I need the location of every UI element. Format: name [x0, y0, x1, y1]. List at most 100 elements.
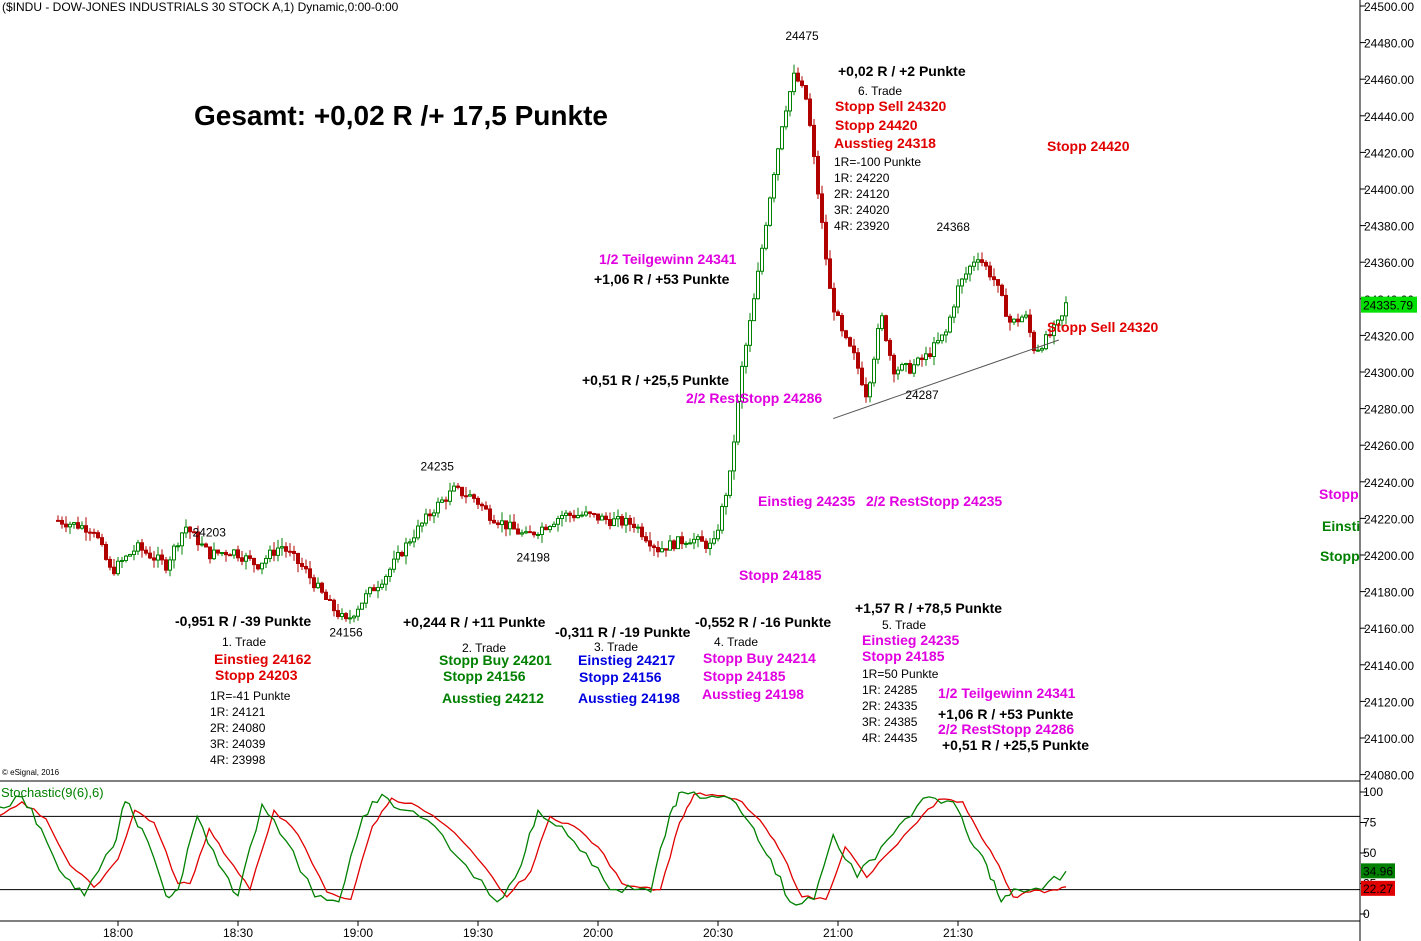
candle-body: [600, 515, 604, 521]
price-label: 24368: [937, 220, 971, 234]
candle-body: [652, 545, 656, 548]
candle-body: [1004, 294, 1008, 317]
candle-body: [396, 552, 400, 560]
annotation-text: Stopp 24185: [862, 648, 945, 664]
candle-body: [508, 521, 512, 530]
candle-body: [124, 555, 128, 561]
annotation-text: Ausstieg 24198: [702, 686, 804, 702]
candle-body: [992, 276, 996, 281]
candle-body: [224, 552, 228, 556]
candle-body: [764, 224, 768, 249]
candle-body: [832, 287, 836, 313]
annotation-text: +0,51 R / +25,5 Punkte: [942, 737, 1089, 753]
y-tick-label: 24380.00: [1364, 220, 1414, 234]
candle-body: [196, 531, 200, 546]
candle-body: [952, 306, 956, 318]
annotation-text: 1R=50 Punkte: [862, 667, 939, 681]
x-tick-label: 21:30: [943, 926, 973, 940]
candle-body: [864, 384, 868, 398]
candle-body: [660, 548, 664, 553]
price-label: 24156: [329, 625, 363, 639]
candle-body: [320, 582, 324, 593]
candle-body: [752, 298, 756, 322]
annotation-text: Einstieg 24162: [214, 651, 311, 667]
candle-body: [588, 511, 592, 514]
candle-body: [452, 485, 456, 492]
candle-body: [1032, 331, 1036, 352]
candle-body: [556, 518, 560, 525]
candle-body: [1024, 314, 1028, 318]
annotation-text: 2/2 RestStopp 24286: [686, 390, 822, 406]
candle-body: [932, 342, 936, 358]
annotation-text: 4. Trade: [714, 635, 758, 649]
candle-body: [348, 617, 352, 620]
candle-body: [184, 526, 188, 534]
candle-body: [592, 512, 596, 515]
annotation-text: 4R: 23920: [834, 219, 890, 233]
candle-body: [564, 512, 568, 516]
candle-body: [852, 345, 856, 354]
candle-body: [612, 518, 616, 527]
candle-body: [300, 563, 304, 567]
stoch-d-value: 22.27: [1363, 882, 1393, 896]
price-label: 24203: [193, 525, 227, 539]
candle-body: [724, 494, 728, 508]
candle-body: [756, 270, 760, 300]
candle-body: [628, 517, 632, 525]
candle-body: [720, 506, 724, 531]
candle-body: [796, 72, 800, 82]
candle-body: [200, 543, 204, 546]
candle-body: [1048, 334, 1052, 337]
candle-body: [1016, 318, 1020, 323]
candle-body: [908, 363, 912, 374]
candle-body: [984, 261, 988, 267]
candle-body: [476, 497, 480, 505]
y-tick-label: 24260.00: [1364, 439, 1414, 453]
candle-body: [548, 525, 552, 531]
candle-body: [256, 564, 260, 570]
candle-body: [64, 523, 68, 528]
candle-body: [284, 546, 288, 552]
candle-body: [244, 555, 248, 562]
candle-body: [896, 369, 900, 375]
candle-body: [220, 552, 224, 555]
candle-body: [736, 400, 740, 443]
candle-body: [68, 523, 72, 528]
candle-body: [112, 566, 116, 575]
candle-body: [148, 552, 152, 559]
candle-body: [408, 541, 412, 544]
candle-body: [444, 499, 448, 502]
annotation-text: Stopp 24156: [443, 668, 526, 684]
candle-body: [664, 548, 668, 551]
candle-body: [1008, 315, 1012, 323]
candle-body: [260, 562, 264, 570]
candle-body: [540, 526, 544, 536]
price-label: 24475: [785, 29, 819, 43]
annotation-text: +1,06 R / +53 Punkte: [594, 271, 730, 287]
candle-body: [76, 522, 80, 529]
candle-body: [116, 560, 120, 575]
annotation-text: 2R: 24120: [834, 187, 890, 201]
candle-body: [356, 608, 360, 617]
candle-body: [156, 554, 160, 561]
candle-body: [964, 273, 968, 280]
candle-body: [204, 543, 208, 548]
annotation-text: Einsti: [1322, 518, 1360, 534]
candle-body: [276, 547, 280, 556]
annotation-text: Ausstieg 24198: [578, 690, 680, 706]
annotation-text: Stopp Buy 24201: [439, 652, 552, 668]
x-tick-label: 21:00: [823, 926, 853, 940]
candle-body: [292, 550, 296, 554]
annotation-text: -0,552 R / -16 Punkte: [695, 614, 831, 630]
candle-body: [312, 577, 316, 589]
candle-body: [84, 525, 88, 533]
candle-body: [788, 91, 792, 112]
candle-body: [100, 537, 104, 546]
candle-body: [372, 587, 376, 592]
candle-body: [72, 522, 76, 525]
candle-body: [648, 540, 652, 547]
candle-body: [468, 494, 472, 497]
y-tick-label: 24480.00: [1364, 37, 1414, 51]
candle-body: [460, 486, 464, 497]
chart-title: ($INDU - DOW-JONES INDUSTRIALS 30 STOCK …: [2, 0, 399, 14]
